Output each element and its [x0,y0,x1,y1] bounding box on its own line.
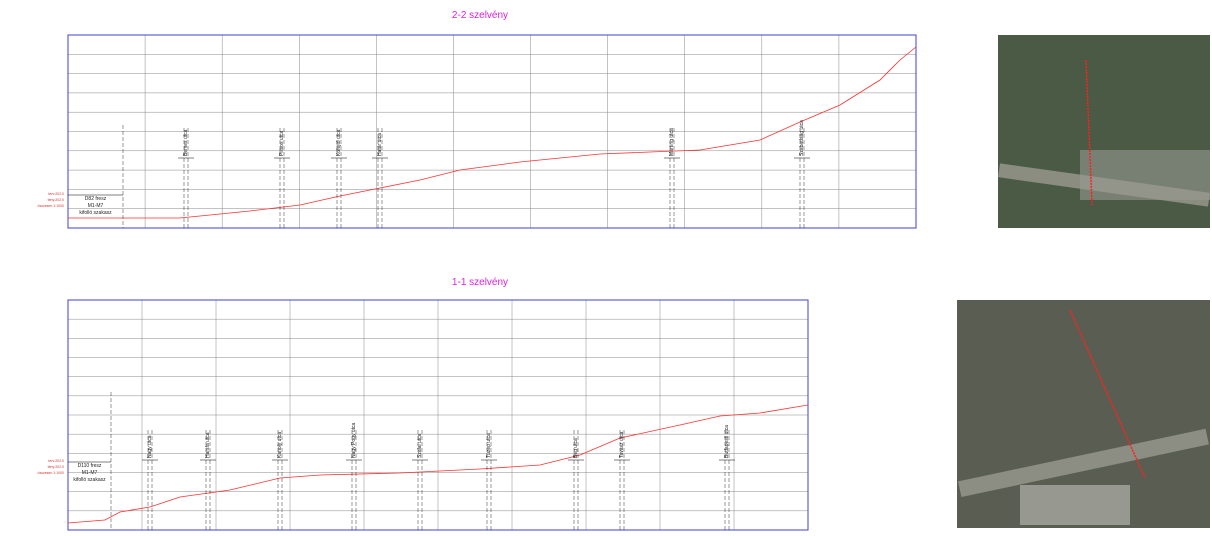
box-label: D110 fresz [78,463,102,469]
street-label: Kőfejtő utca [336,129,342,156]
street-label: Pilisos utca [279,130,285,156]
profile-title: 1-1 szelvény [452,277,508,288]
box-label: M1-M7 [82,470,98,476]
street-label: Budapesti utca [724,425,730,458]
street-label: Mártírig utca [669,128,675,156]
street-label: Bég utca [573,438,579,458]
street-label: Nagy utca [147,435,153,458]
legend-label: tény:202.0 [48,465,64,469]
box-label: M1-M7 [88,203,104,209]
box-label: D82 fresz [85,196,107,202]
street-label: Szabadság utca [799,120,805,156]
image-area [1020,485,1130,525]
box-label: kifolló szakasz [73,477,106,483]
legend-label: tény:202.0 [48,198,64,202]
profile-line [68,47,916,218]
street-label: Tüzép utca [486,433,492,458]
box-label: kifolló szakasz [79,210,112,216]
street-label: Harsfa utca [205,432,211,458]
street-label: Bemes utca [183,129,189,156]
profile-title: 2-2 szelvény [452,10,508,21]
legend-label: terv:202.0 [48,192,64,196]
street-label: Tavasz utca [619,431,625,458]
legend-label: összesen 1:1000 [38,204,65,208]
legend-label: összesen 1:1000 [38,471,65,475]
street-label: Határ utca [377,133,383,156]
satellite-images [957,35,1210,528]
street-label: Nagy Pogy utca [351,422,357,458]
legend-label: terv:202.0 [48,459,64,463]
street-label: Kanoly utca [277,432,283,458]
page: 2-2 szelvényD82 freszM1-M7kifolló szakas… [0,0,1212,536]
street-label: Szalai utca [417,433,423,458]
